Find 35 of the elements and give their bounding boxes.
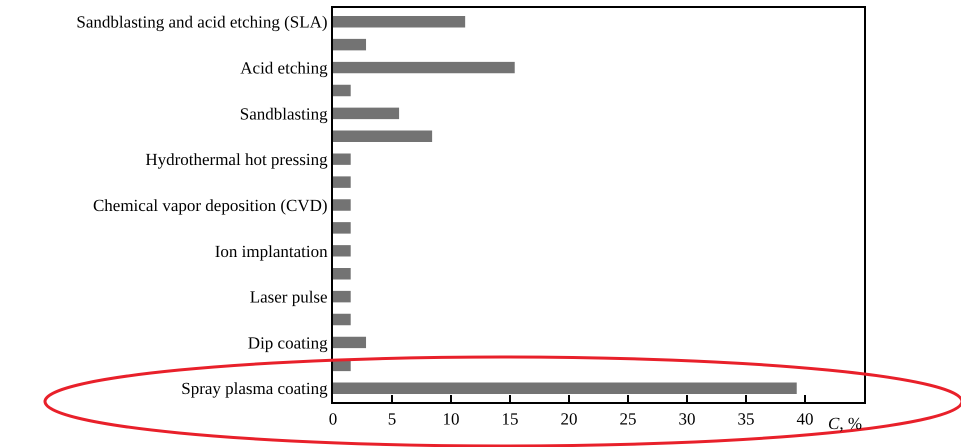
y-tick-label: Sandblasting and acid etching (SLA) bbox=[76, 12, 328, 32]
y-tick-label: Ion implantation bbox=[214, 242, 328, 261]
x-tick-label: 40 bbox=[796, 409, 814, 428]
x-tick-label: 25 bbox=[620, 409, 636, 428]
bar bbox=[333, 336, 366, 348]
x-axis-title: C, % bbox=[828, 414, 862, 433]
x-tick-label: 35 bbox=[738, 409, 754, 428]
x-tick-label: 5 bbox=[388, 409, 396, 428]
y-tick-label: Acid etching bbox=[240, 58, 328, 78]
x-tick-label: 20 bbox=[560, 409, 578, 428]
bar bbox=[333, 38, 366, 50]
bar bbox=[333, 84, 351, 96]
bar bbox=[333, 245, 351, 257]
y-tick-label: Sandblasting bbox=[240, 104, 328, 124]
y-tick-label: Spray plasma coating bbox=[181, 379, 328, 398]
y-tick-label: Dip coating bbox=[248, 333, 328, 352]
bar bbox=[333, 16, 466, 28]
bar bbox=[333, 290, 351, 302]
x-tick-label: 30 bbox=[678, 409, 696, 428]
x-tick-label: 10 bbox=[442, 409, 460, 428]
bar bbox=[333, 199, 351, 211]
x-tick-label: 0 bbox=[328, 409, 338, 428]
bar bbox=[333, 62, 515, 74]
y-tick-label: Laser pulse bbox=[250, 288, 328, 307]
x-tick-label: 15 bbox=[502, 409, 518, 428]
bar bbox=[333, 153, 351, 165]
bar bbox=[333, 382, 797, 394]
bar bbox=[333, 176, 351, 188]
bar bbox=[333, 268, 351, 280]
bar bbox=[333, 108, 400, 120]
y-tick-label: Hydrothermal hot pressing bbox=[145, 150, 328, 170]
bar bbox=[333, 130, 432, 142]
bar bbox=[333, 222, 351, 234]
y-tick-label: Chemical vapor deposition (CVD) bbox=[92, 196, 328, 215]
bar bbox=[333, 314, 351, 326]
